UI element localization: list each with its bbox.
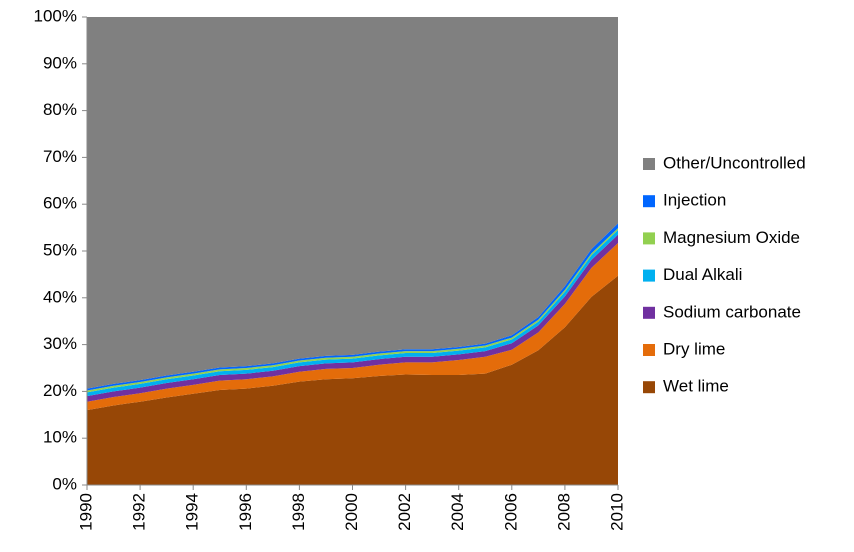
x-tick-label: 1998 <box>289 493 308 531</box>
area <box>87 243 618 411</box>
legend-swatch <box>643 232 655 245</box>
y-tick-label: 70% <box>43 147 77 166</box>
legend-label: Injection <box>663 191 726 210</box>
y-tick-label: 10% <box>43 428 77 447</box>
legend-label: Dual Alkali <box>663 265 742 284</box>
y-tick-label: 90% <box>43 53 77 72</box>
legend-label: Other/Uncontrolled <box>663 153 806 172</box>
y-tick-label: 80% <box>43 100 77 119</box>
y-tick-label: 0% <box>52 474 77 493</box>
legend-label: Dry lime <box>663 339 725 358</box>
legend-swatch <box>643 269 655 282</box>
x-tick-label: 2010 <box>607 493 626 531</box>
y-tick-label: 100% <box>34 6 77 25</box>
x-tick-label: 1994 <box>183 493 202 531</box>
legend-swatch <box>643 306 655 319</box>
y-tick-label: 60% <box>43 194 77 213</box>
x-tick-label: 1996 <box>236 493 255 531</box>
y-tick-label: 20% <box>43 381 77 400</box>
x-tick-label: 2006 <box>501 493 520 531</box>
x-tick-label: 2008 <box>554 493 573 531</box>
legend-label: Magnesium Oxide <box>663 228 800 247</box>
x-tick-label: 2000 <box>342 493 361 531</box>
legend-label: Sodium carbonate <box>663 302 801 321</box>
legend-swatch <box>643 158 655 170</box>
y-tick-label: 50% <box>43 240 77 259</box>
y-tick-label: 40% <box>43 287 77 306</box>
x-tick-label: 1992 <box>130 493 149 531</box>
legend-swatch <box>643 381 655 394</box>
area <box>87 275 618 485</box>
area <box>87 17 618 389</box>
y-tick-label: 30% <box>43 334 77 353</box>
legend-swatch <box>643 344 655 356</box>
legend-label: Wet lime <box>663 377 729 396</box>
x-tick-label: 2004 <box>448 493 467 531</box>
x-tick-label: 1990 <box>76 493 95 531</box>
x-tick-label: 2002 <box>395 493 414 531</box>
legend-swatch <box>643 195 655 208</box>
